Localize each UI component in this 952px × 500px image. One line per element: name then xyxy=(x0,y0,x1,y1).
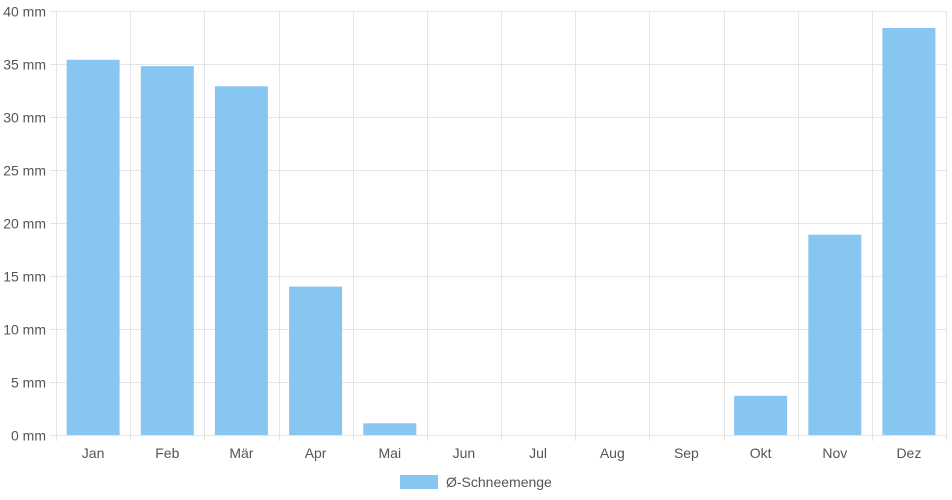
y-tick-label: 35 mm xyxy=(3,57,46,73)
x-tick-label: Jul xyxy=(529,445,547,461)
bars xyxy=(66,28,936,436)
x-tick-label: Mär xyxy=(229,445,253,461)
bar-nov[interactable] xyxy=(808,234,862,435)
x-tick-label: Nov xyxy=(822,445,847,461)
bar-mär[interactable] xyxy=(214,86,268,436)
y-tick-label: 30 mm xyxy=(3,110,46,126)
legend[interactable]: Ø-Schneemenge xyxy=(400,474,552,490)
bar-mai[interactable] xyxy=(363,423,417,435)
legend-label[interactable]: Ø-Schneemenge xyxy=(446,474,552,490)
x-tick-label: Mai xyxy=(379,445,402,461)
bar-apr[interactable] xyxy=(289,286,343,435)
x-tick-label: Aug xyxy=(600,445,625,461)
y-tick-label: 40 mm xyxy=(3,4,46,20)
x-tick-label: Sep xyxy=(674,445,699,461)
y-tick-label: 5 mm xyxy=(11,375,46,391)
x-tick-label: Feb xyxy=(155,445,179,461)
bar-okt[interactable] xyxy=(734,395,788,435)
x-axis: Jan Feb Mär Apr Mai Jun Jul Aug Sep Okt Nov Dez xyxy=(82,445,922,461)
y-tick-label: 20 mm xyxy=(3,216,46,232)
grid-lines xyxy=(50,11,947,441)
bar-jan[interactable] xyxy=(66,59,120,436)
y-axis: 0 mm 5 mm 10 mm 15 mm 20 mm 25 mm 30 mm 35 mm 40… xyxy=(3,4,46,444)
x-tick-label: Jan xyxy=(82,445,105,461)
x-tick-label: Okt xyxy=(750,445,772,461)
y-tick-label: 10 mm xyxy=(3,322,46,338)
bar-dez[interactable] xyxy=(882,28,936,435)
y-tick-label: 0 mm xyxy=(11,428,46,444)
bar-feb[interactable] xyxy=(140,66,194,435)
x-tick-label: Dez xyxy=(896,445,921,461)
x-tick-label: Apr xyxy=(305,445,327,461)
legend-swatch[interactable] xyxy=(400,475,438,489)
y-tick-label: 25 mm xyxy=(3,163,46,179)
y-tick-label: 15 mm xyxy=(3,269,46,285)
x-tick-label: Jun xyxy=(453,445,476,461)
